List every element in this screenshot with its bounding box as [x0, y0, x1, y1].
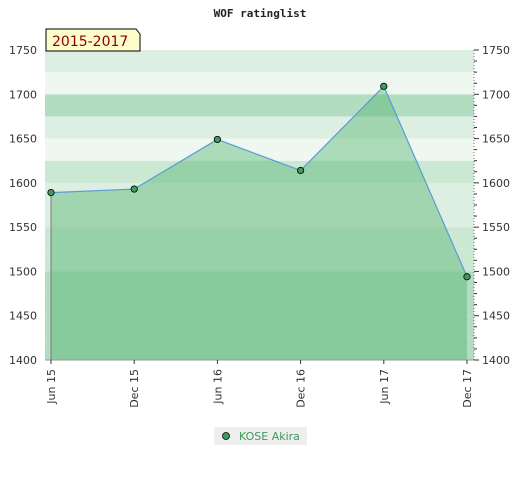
background-band — [45, 293, 474, 316]
x-tick-label: Jun 15 — [45, 369, 58, 405]
series-area-fill — [51, 86, 467, 361]
background-band — [45, 271, 474, 294]
background-band — [45, 116, 474, 139]
legend[interactable]: KOSE Akira — [214, 427, 307, 445]
period-label: 2015-2017 — [45, 28, 141, 52]
background-band — [45, 138, 474, 161]
data-point — [47, 189, 55, 197]
period-label-box — [45, 28, 141, 52]
y-tick-label-left: 1600 — [9, 177, 37, 190]
data-point — [463, 273, 471, 281]
y-tick-label-right: 1600 — [482, 177, 510, 190]
legend-background — [214, 427, 307, 445]
y-tick-label-right: 1650 — [482, 133, 510, 146]
background-band — [45, 205, 474, 228]
y-tick-label-left: 1650 — [9, 133, 37, 146]
series-line — [50, 85, 468, 277]
y-tick-label-left: 1400 — [9, 354, 37, 367]
x-tick-label: Jun 17 — [378, 369, 391, 405]
data-point — [380, 82, 388, 90]
y-tick-label-right: 1550 — [482, 221, 510, 234]
chart-title: WOF ratinglist — [214, 7, 307, 20]
background-band — [45, 50, 474, 73]
y-axis-left-labels: 1400 1450 1500 1550 1600 1650 1700 1750 — [9, 44, 37, 367]
background-band — [45, 337, 474, 360]
background-bands — [45, 50, 474, 360]
background-band — [45, 249, 474, 272]
data-point — [213, 135, 221, 144]
y-tick-label-right: 1700 — [482, 88, 510, 101]
background-band — [45, 160, 474, 183]
background-band — [45, 315, 474, 338]
axes — [45, 49, 479, 364]
x-tick-label: Dec 16 — [295, 369, 308, 408]
y-tick-label-left: 1450 — [9, 310, 37, 323]
period-label-text: 2015-2017 — [52, 34, 128, 50]
y-tick-label-left: 1750 — [9, 44, 37, 57]
background-band — [45, 182, 474, 205]
background-band — [45, 94, 474, 117]
y-tick-label-left: 1700 — [9, 88, 37, 101]
x-tick-label: Dec 17 — [461, 369, 474, 408]
x-tick-label: Dec 15 — [128, 369, 141, 408]
y-tick-label-left: 1550 — [9, 221, 37, 234]
background-band — [45, 227, 474, 250]
legend-series-name: KOSE Akira — [239, 430, 300, 443]
x-axis-labels: Jun 15 Dec 15 Jun 16 Dec 16 Jun 17 Dec 17 — [45, 369, 474, 408]
rating-area — [50, 85, 468, 361]
y-tick-label-right: 1500 — [482, 265, 510, 278]
legend-marker-icon — [222, 432, 230, 440]
x-tick-label: Jun 16 — [211, 369, 224, 405]
y-axis-right-labels: 1400 1450 1500 1550 1600 1650 1700 1750 — [482, 44, 510, 367]
y-tick-label-right: 1750 — [482, 44, 510, 57]
y-tick-label-right: 1450 — [482, 310, 510, 323]
data-markers — [47, 82, 471, 281]
background-band — [45, 72, 474, 95]
data-point — [296, 166, 305, 175]
data-point — [130, 185, 138, 193]
y-tick-label-right: 1400 — [482, 354, 510, 367]
y-tick-label-left: 1500 — [9, 265, 37, 278]
